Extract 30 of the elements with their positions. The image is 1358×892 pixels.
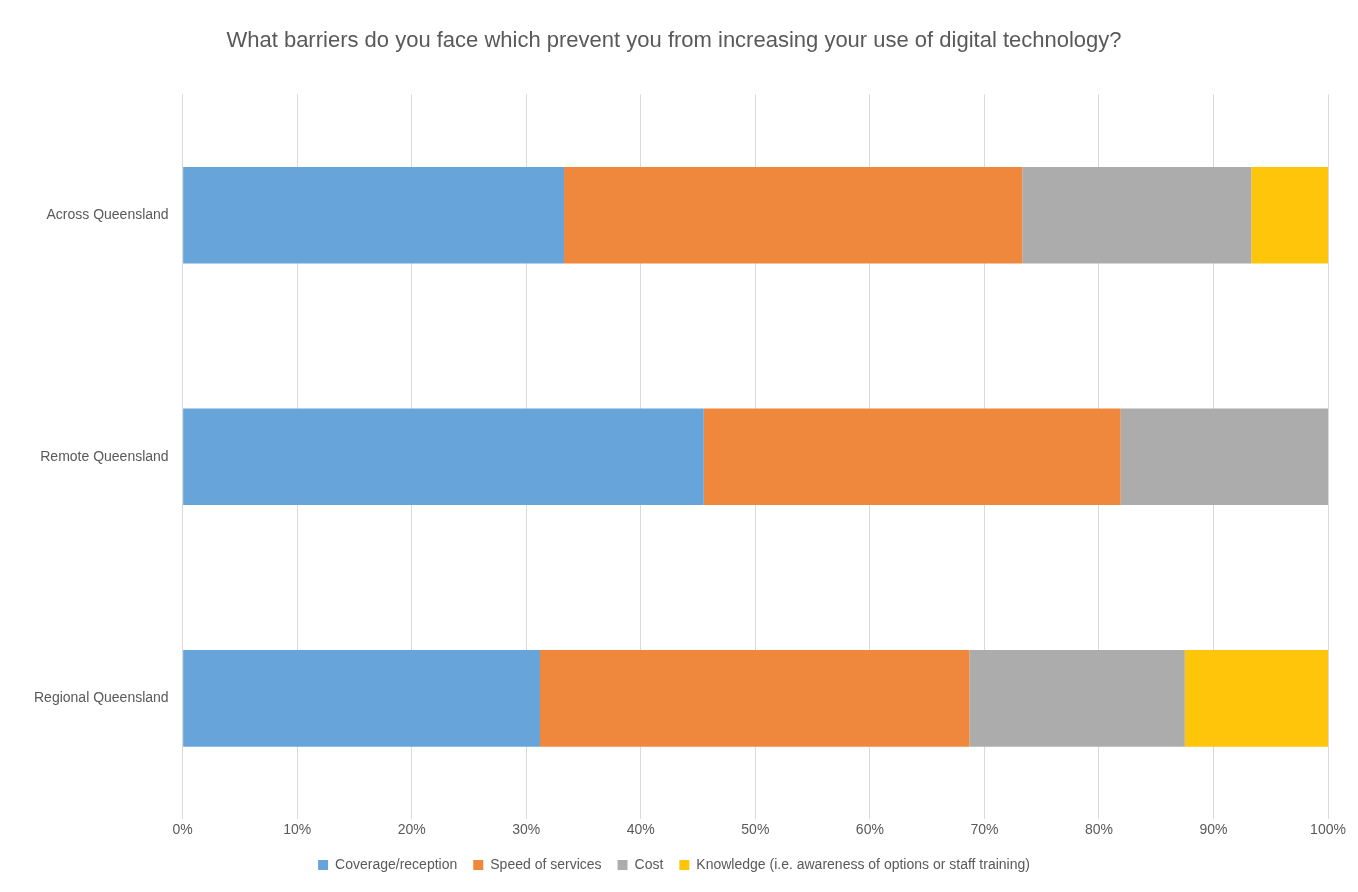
legend-label: Speed of services bbox=[490, 855, 602, 872]
x-tick-label: 90% bbox=[1199, 821, 1228, 838]
bar bbox=[564, 166, 1023, 264]
bar bbox=[1120, 408, 1328, 506]
bar bbox=[183, 408, 704, 506]
legend-label: Knowledge (i.e. awareness of options or staff training) bbox=[696, 855, 1030, 872]
x-tick-label: 70% bbox=[970, 821, 999, 838]
y-tick-label: Remote Queensland bbox=[40, 447, 169, 464]
x-tick-label: 50% bbox=[741, 821, 770, 838]
x-tick-label: 20% bbox=[397, 821, 426, 838]
x-tick-label: 30% bbox=[512, 821, 541, 838]
y-tick-label: Regional Queensland bbox=[34, 689, 169, 706]
legend-label: Coverage/reception bbox=[335, 855, 458, 872]
x-tick-label: 60% bbox=[855, 821, 884, 838]
bar bbox=[969, 650, 1185, 747]
x-tick-label: 100% bbox=[1310, 821, 1346, 838]
bar bbox=[703, 408, 1121, 506]
x-tick-label: 80% bbox=[1084, 821, 1113, 838]
bar bbox=[540, 650, 970, 747]
x-tick-label: 0% bbox=[172, 821, 193, 838]
y-tick-label: Across Queensland bbox=[46, 206, 169, 223]
bar bbox=[1251, 166, 1328, 264]
bar bbox=[1022, 166, 1252, 264]
x-tick-label: 10% bbox=[283, 821, 312, 838]
bar bbox=[183, 166, 565, 264]
legend-label: Cost bbox=[634, 855, 664, 872]
bar bbox=[1184, 650, 1328, 747]
chart-title: What barriers do you face which prevent you from increasing your use of digital technology? bbox=[226, 27, 1122, 53]
x-tick-label: 40% bbox=[626, 821, 655, 838]
bar bbox=[183, 650, 540, 747]
